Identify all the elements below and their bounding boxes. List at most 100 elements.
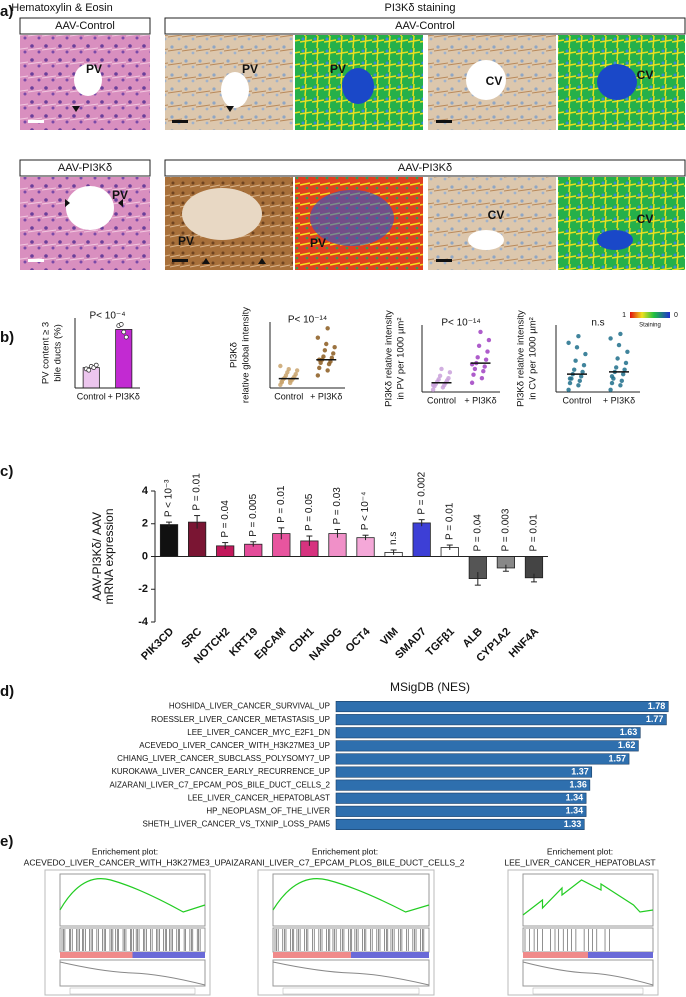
y-tick-label: KUROKAWA_LIVER_CANCER_EARLY_RECURRENCE_U…: [112, 767, 330, 776]
x-tick-label: + PI3Kδ: [310, 391, 342, 401]
data-point: [430, 382, 436, 388]
data-point: [566, 387, 571, 392]
data-point: [576, 333, 581, 339]
x-tick-label: Control: [562, 395, 591, 405]
x-tick-label: VIM: [378, 626, 400, 648]
p-value: P < 10⁻⁴: [360, 492, 371, 531]
data-point: [446, 375, 451, 381]
p-value: n.s: [388, 532, 399, 545]
data-point: [471, 372, 476, 377]
panel-label: c): [0, 463, 13, 480]
data-point: [322, 348, 328, 353]
data-point: [615, 356, 620, 361]
data-point: [567, 376, 573, 381]
bar: [412, 522, 431, 557]
bar: [335, 727, 641, 739]
data-point: [86, 367, 92, 373]
panel-label: e): [0, 833, 13, 850]
p-value: P = 0.002: [416, 471, 427, 514]
image-label: CV: [637, 68, 654, 82]
data-point: [118, 322, 124, 327]
panel-header: AAV-PI3Kδ: [58, 162, 112, 174]
data-point: [572, 367, 577, 372]
y-tick-label: CHIANG_LIVER_CANCER_SUBCLASS_POLYSOMY7_U…: [117, 754, 330, 763]
enrichment-curve: [59, 878, 206, 913]
metric-curve: [522, 961, 654, 986]
value-label: 1.36: [569, 780, 587, 790]
image-label: CV: [486, 74, 503, 88]
panel-a-images: [19, 17, 686, 318]
x-tick-label: Control: [274, 391, 303, 401]
hit-area: [272, 927, 430, 953]
y-tick-label: SHETH_LIVER_CANCER_VS_TXNIP_LOSS_PAM5: [143, 820, 331, 829]
x-tick-label: PIK3CD: [139, 626, 176, 663]
y-tick-label: LEE_LIVER_CANCER_HEPATOBLAST: [188, 793, 330, 802]
y-axis-label: PI3Kδ: [229, 342, 240, 368]
image-label: PV: [310, 236, 326, 250]
p-value: n.s: [591, 318, 604, 329]
data-point: [294, 368, 300, 373]
data-point: [315, 373, 321, 378]
p-value: P < 10⁻³: [164, 479, 175, 517]
y-tick-label: ROESSLER_LIVER_CANCER_METASTASIS_UP: [151, 715, 330, 724]
value-label: 1.78: [648, 701, 666, 711]
enrichment-curve: [522, 879, 654, 916]
image-label: PV: [330, 62, 346, 76]
y-tick-label: 0: [142, 550, 148, 562]
rank-bar: [588, 952, 653, 958]
p-value: P = 0.003: [501, 508, 512, 551]
data-point: [478, 329, 483, 335]
p-value: P< 10⁻¹⁴: [441, 318, 480, 329]
data-point: [616, 342, 622, 348]
enrichment-curve: [272, 878, 430, 913]
y-tick-label: AIZARANI_LIVER_C7_EPCAM_POS_BILE_DUCT_CE…: [109, 780, 330, 789]
bar: [335, 753, 630, 765]
data-point: [321, 354, 326, 359]
data-point: [614, 365, 619, 370]
bar: [356, 537, 375, 557]
x-tick-label: SMAD7: [393, 626, 429, 662]
colorbar-label: Staining: [639, 323, 661, 329]
data-point: [608, 336, 613, 341]
data-point: [618, 331, 623, 337]
value-label: 1.34: [566, 806, 584, 816]
y-tick-label: HOSHIDA_LIVER_CANCER_SURVIVAL_UP: [169, 702, 330, 711]
data-point: [329, 355, 335, 361]
data-point: [581, 363, 587, 368]
data-point: [121, 329, 127, 335]
plot-area: [272, 873, 430, 927]
p-value: P = 0.04: [472, 514, 483, 552]
plot-area: [59, 873, 206, 927]
panel-header: AAV-Control: [55, 20, 115, 32]
bar: [335, 766, 593, 778]
image-label: CV: [637, 212, 654, 226]
bar: [115, 329, 133, 389]
data-point: [567, 380, 573, 386]
x-tick-label: ALB: [461, 626, 486, 651]
p-value: P< 10⁻⁴: [90, 311, 126, 322]
data-point: [332, 344, 337, 350]
data-point: [486, 337, 492, 343]
data-point: [623, 360, 629, 366]
data-point: [608, 387, 613, 392]
panel-label: b): [0, 329, 14, 346]
y-tick-label: -4: [138, 616, 149, 628]
data-point: [293, 371, 298, 377]
image-label: PV: [242, 62, 258, 76]
y-axis-label: PI3Kδ relative intensity: [516, 310, 527, 407]
y-axis-label: relative global intensity: [241, 307, 252, 403]
data-point: [439, 366, 444, 372]
p-value: P = 0.01: [276, 485, 287, 523]
data-point: [430, 387, 436, 392]
rank-bar: [273, 952, 351, 958]
data-point: [482, 364, 487, 369]
y-axis-label: in PV per 1000 µm²: [396, 317, 407, 399]
y-tick-label: LEE_LIVER_CANCER_MYC_E2F1_DN: [187, 728, 330, 737]
data-point: [579, 374, 584, 379]
y-tick-label: 2: [142, 518, 148, 530]
data-point: [436, 377, 441, 382]
data-point: [328, 359, 333, 364]
staining-title: PI3Kδ staining: [385, 2, 456, 14]
x-tick-label: Control: [427, 395, 456, 405]
value-label: 1.62: [618, 740, 636, 750]
